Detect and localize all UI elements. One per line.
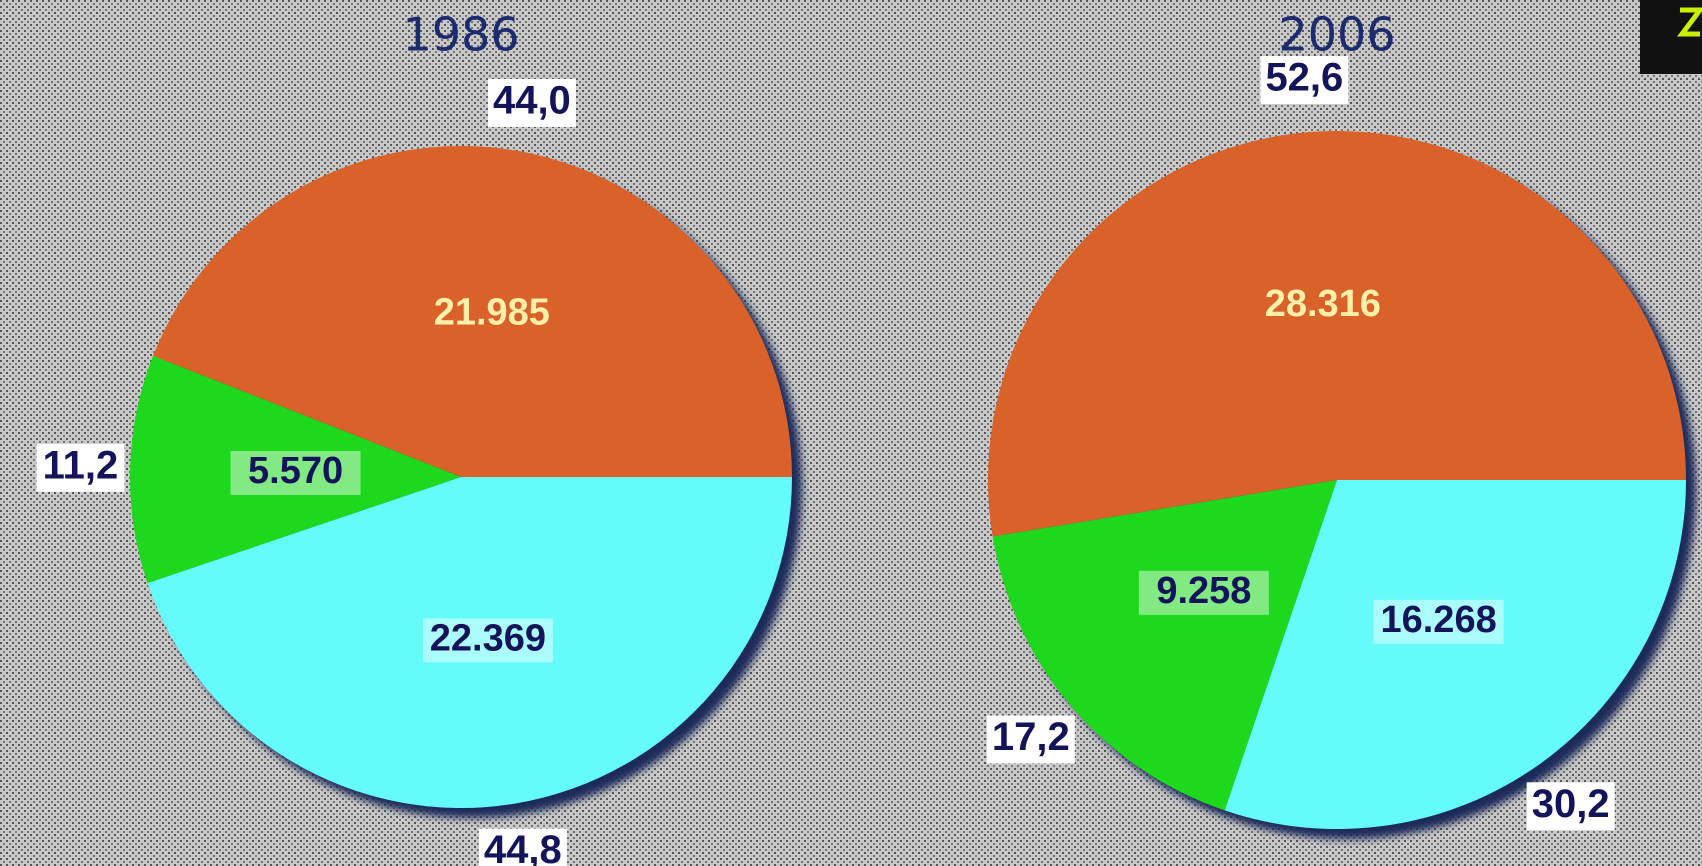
value-label: 22.369 — [430, 617, 546, 659]
percent-label: 17,2 — [992, 715, 1070, 759]
pie-slice — [1224, 480, 1686, 830]
value-label: 21.985 — [434, 291, 550, 333]
chart-title: 2006 — [1278, 8, 1395, 62]
percent-label: 11,2 — [43, 443, 119, 487]
percent-label: 44,8 — [484, 828, 562, 866]
percent-label-bg — [1260, 55, 1349, 104]
percent-label-bg — [1526, 782, 1615, 831]
value-label-bg — [422, 618, 553, 663]
percent-label: 30,2 — [1532, 782, 1610, 826]
value-label-bg — [426, 292, 557, 337]
value-label-bg — [1138, 570, 1269, 615]
value-label-bg — [1373, 599, 1504, 644]
percent-label-bg — [986, 715, 1075, 764]
value-label: 28.316 — [1265, 283, 1381, 325]
percent-label-bg — [36, 443, 125, 492]
pie-slice — [992, 480, 1337, 811]
value-label: 16.268 — [1380, 599, 1496, 641]
percent-label-bg — [478, 828, 567, 866]
chart-title: 1986 — [402, 8, 519, 62]
value-label-bg — [1257, 284, 1388, 329]
pie-slice — [988, 131, 1686, 537]
logo-mark — [1677, 7, 1702, 37]
value-label: 5.570 — [248, 450, 343, 492]
percent-label: 52,6 — [1265, 56, 1343, 100]
pie-slice — [147, 477, 792, 809]
value-label: 9.258 — [1156, 570, 1251, 612]
percent-label: 44,0 — [493, 79, 571, 123]
percent-label-bg — [487, 79, 576, 128]
value-label-bg — [230, 451, 361, 496]
pie-slice — [130, 355, 462, 584]
